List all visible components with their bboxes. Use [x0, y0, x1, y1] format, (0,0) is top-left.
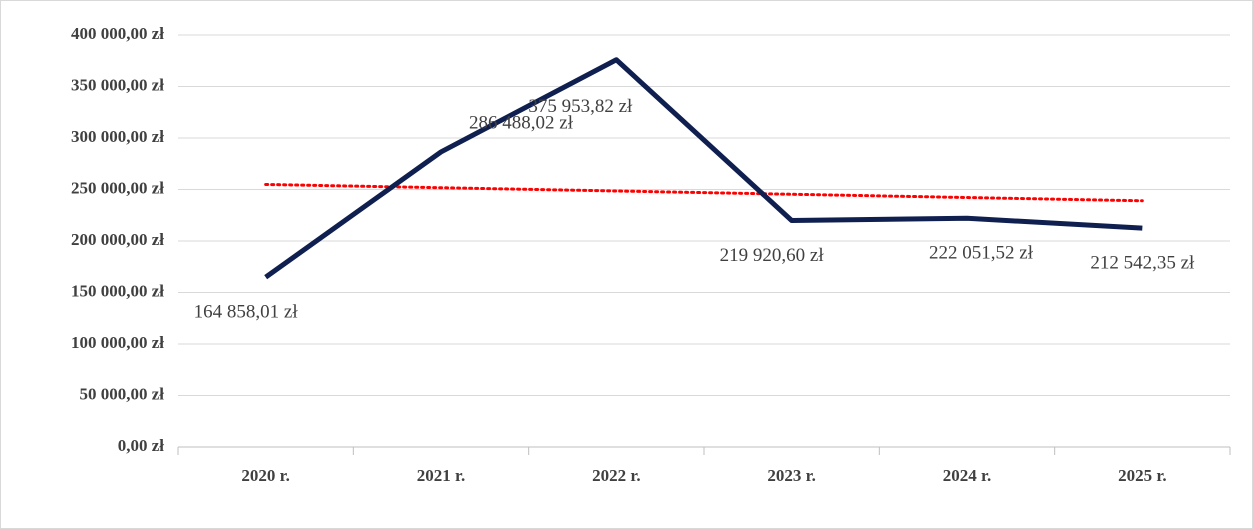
data-label: 222 051,52 zł [929, 243, 1034, 264]
data-line [264, 57, 1143, 280]
data-label: 212 542,35 zł [1090, 252, 1195, 273]
y-tick-label: 300 000,00 zł [71, 127, 164, 146]
y-tick-label: 250 000,00 zł [71, 178, 164, 197]
x-tick-label: 2025 r. [1118, 466, 1167, 485]
y-tick-label: 0,00 zł [118, 436, 165, 455]
y-tick-label: 350 000,00 zł [71, 75, 164, 94]
x-tick-label: 2020 r. [241, 466, 290, 485]
data-label: 375 953,82 zł [528, 96, 633, 117]
data-label: 164 858,01 zł [194, 302, 299, 323]
x-tick-label: 2022 r. [592, 466, 641, 485]
y-tick-label: 400 000,00 zł [71, 24, 164, 43]
y-tick-label: 150 000,00 zł [71, 281, 164, 300]
data-label: 286 488,02 zł [469, 112, 574, 133]
y-tick-label: 200 000,00 zł [71, 230, 164, 249]
trendline [264, 182, 1144, 203]
y-tick-label: 50 000,00 zł [79, 384, 164, 403]
x-tick-label: 2024 r. [943, 466, 992, 485]
y-tick-label: 100 000,00 zł [71, 333, 164, 352]
x-tick-label: 2021 r. [417, 466, 466, 485]
x-tick-label: 2023 r. [767, 466, 816, 485]
data-label: 219 920,60 zł [720, 245, 825, 266]
